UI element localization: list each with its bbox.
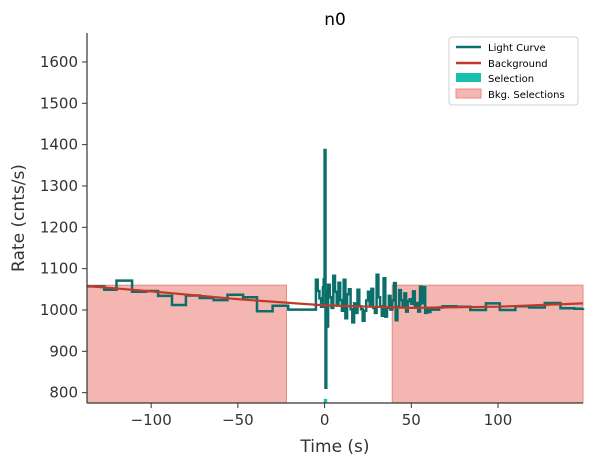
- x-ticks: −100 −50 0 50 100: [131, 403, 513, 429]
- selection-area: [323, 398, 328, 403]
- y-tick-label: 1200: [40, 218, 78, 236]
- legend: Light Curve Background Selection Bkg. Se…: [448, 36, 579, 106]
- bkg-selection-areas: [86, 284, 584, 404]
- y-tick-label: 900: [49, 342, 78, 360]
- y-tick-label: 1600: [40, 53, 78, 71]
- x-tick-label: −50: [222, 411, 254, 429]
- legend-bkg-selections-swatch: [455, 88, 482, 99]
- x-tick-label: 100: [484, 411, 513, 429]
- legend-selection-swatch: [456, 73, 481, 82]
- y-tick-label: 1100: [40, 260, 78, 278]
- y-tick-label: 1300: [40, 177, 78, 195]
- legend-bkg-selections-label: Bkg. Selections: [488, 90, 565, 101]
- y-tick-label: 1000: [40, 301, 78, 319]
- x-tick-label: 50: [402, 411, 421, 429]
- y-ticks: 800 900 1000 1100 1200 1300 1400 1500 1600: [40, 53, 87, 402]
- y-tick-label: 1500: [40, 94, 78, 112]
- x-axis-label: Time (s): [299, 437, 369, 457]
- background-series: [86, 284, 584, 310]
- legend-light-curve-label: Light Curve: [488, 43, 546, 54]
- y-tick-label: 800: [49, 384, 78, 402]
- y-axis-label: Rate (cnts/s): [9, 164, 29, 272]
- chart-title: n0: [324, 10, 346, 30]
- background-line: [86, 284, 584, 310]
- legend-selection-label: Selection: [488, 74, 534, 85]
- light-curve-series: [87, 148, 585, 389]
- y-tick-label: 1400: [40, 136, 78, 154]
- x-tick-label: 0: [320, 411, 330, 429]
- legend-frame: [448, 36, 579, 106]
- legend-background-label: Background: [488, 59, 548, 70]
- x-tick-label: −100: [131, 411, 172, 429]
- selection-area-mark: [323, 398, 328, 403]
- light-curve-line: [87, 148, 585, 389]
